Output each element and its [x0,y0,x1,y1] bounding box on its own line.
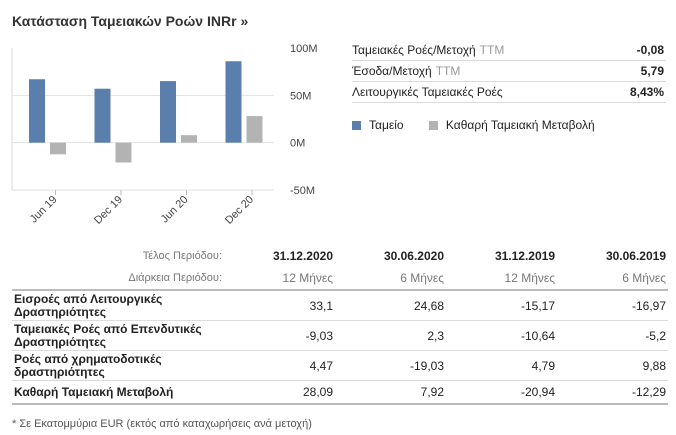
x-tick-label: Jun 20 [159,194,191,226]
period-date: 31.12.2019 [494,249,555,263]
table-cell: -16,97 [557,290,668,321]
legend-swatch [352,121,361,130]
legend-item-net-change: Καθαρή Ταμειακή Μεταβολή [428,118,595,132]
period-duration: 6 Μήνες [557,267,668,291]
row-label: Ταμειακές Ροές από Επενδυτικές Δραστηριό… [12,320,224,351]
period-duration: 12 Μήνες [446,267,557,291]
bar-cash [160,81,176,143]
legend-item-cash: Ταμείο [352,118,404,132]
ratio-label: Ταμειακές Ροές/Μετοχή TTM [352,43,505,57]
chevron-right-icon[interactable]: » [240,13,249,29]
table-cell: -15,17 [446,290,557,321]
bar-net-change [50,142,66,155]
row-label: Ροές από χρηματοδοτικές δραστηριότητες [12,350,224,381]
table-row: Καθαρή Ταμειακή Μεταβολή 28,09 7,92 -20,… [12,380,668,405]
table-cell: 28,09 [224,380,335,405]
table-cell: 4,79 [446,350,557,381]
bar-cash [94,88,111,143]
bar-net-change [246,116,263,143]
y-tick-label: 0M [290,138,305,150]
period-end-label: Τέλος Περιόδου: [142,250,222,262]
bar-cash [29,79,45,143]
table-cell: 9,88 [557,350,668,381]
ratio-row: Έσοδα/Μετοχή TTM 5,79 [352,61,666,82]
x-tick-label: Dec 20 [223,194,256,227]
table-cell: 24,68 [335,290,446,321]
table-cell: -20,94 [446,380,557,405]
bar-cash [225,61,242,143]
y-tick-label: 100M [290,43,318,55]
page-title: Κατάσταση Ταμειακών Ροών INRr » [12,13,248,29]
chart-legend: Ταμείο Καθαρή Ταμειακή Μεταβολή [352,118,617,132]
period-date: 31.12.2020 [272,249,333,263]
ratio-value: -0,08 [636,43,664,57]
y-tick-label: -50M [290,185,315,197]
ratio-row: Λειτουργικές Ταμειακές Ροές 8,43% [352,82,666,103]
legend-swatch [428,121,438,130]
chart-svg: 100M 50M 0M -50M Jun 19 Dec 19 Jun 20 Dec 20 [11,43,318,227]
table-cell: -12,29 [557,380,668,405]
table-cell: -19,03 [335,350,446,381]
row-label: Καθαρή Ταμειακή Μεταβολή [12,380,224,405]
table-cell: 2,3 [335,320,446,351]
period-end-row: Τέλος Περιόδου: 31.12.2020 30.06.2020 31… [12,245,668,267]
bar-net-change [181,135,197,143]
ratio-label: Έσοδα/Μετοχή TTM [352,64,461,78]
cash-flow-table: Τέλος Περιόδου: 31.12.2020 30.06.2020 31… [12,245,668,405]
table-cell: 33,1 [224,290,335,321]
period-date: 30.06.2019 [605,249,666,263]
x-tick-label: Jun 19 [28,194,60,226]
table-cell: 4,47 [224,350,335,381]
ratio-value: 5,79 [640,64,664,78]
ratios-panel: Ταμειακές Ροές/Μετοχή TTM -0,08 Έσοδα/Μετ… [352,40,666,103]
duration-row: Διάρκεια Περιόδου: 12 Μήνες 6 Μήνες 12 Μ… [12,267,668,291]
footnote: * Σε Εκατομμύρια EUR (εκτός από καταχωρή… [12,418,312,430]
period-date: 30.06.2020 [383,249,444,263]
x-tick-label: Dec 19 [92,194,125,227]
period-duration: 6 Μήνες [335,267,446,291]
ratio-value: 8,43% [629,85,664,99]
table-row: Ροές από χρηματοδοτικές δραστηριότητες 4… [12,350,668,381]
ratio-row: Ταμειακές Ροές/Μετοχή TTM -0,08 [352,40,666,61]
row-label: Εισροές από Λειτουργικές Δραστηριότητες [12,290,224,321]
y-tick-label: 50M [290,90,311,102]
ratio-label: Λειτουργικές Ταμειακές Ροές [352,85,503,99]
cash-flow-chart: 100M 50M 0M -50M Jun 19 Dec 19 Jun 20 Dec 20 [11,42,332,232]
table-cell: 7,92 [335,380,446,405]
duration-label: Διάρκεια Περιόδου: [12,267,224,291]
table-row: Εισροές από Λειτουργικές Δραστηριότητες … [12,290,668,321]
period-duration: 12 Μήνες [224,267,335,291]
bar-net-change [115,142,132,163]
table-row: Ταμειακές Ροές από Επενδυτικές Δραστηριό… [12,320,668,351]
cash-flow-title-link[interactable]: Κατάσταση Ταμειακών Ροών INRr [12,13,237,29]
table-cell: -5,2 [557,320,668,351]
table-cell: -9,03 [224,320,335,351]
table-cell: -10,64 [446,320,557,351]
